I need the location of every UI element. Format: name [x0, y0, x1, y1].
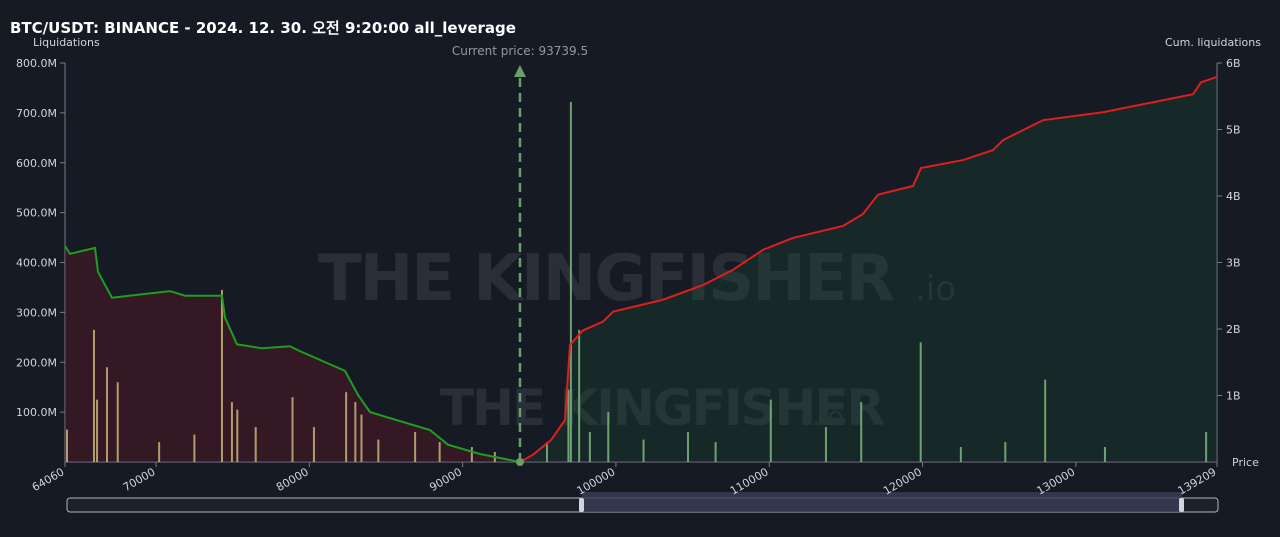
- bar: [1004, 442, 1007, 462]
- y-tick-label: 700.0M: [16, 107, 57, 120]
- bar: [860, 402, 863, 462]
- bar: [414, 432, 417, 462]
- current-price-label: Current price: 93739.5: [452, 44, 588, 58]
- bar: [578, 329, 581, 462]
- y2-tick-label: 2B: [1226, 323, 1241, 336]
- bar: [1205, 432, 1208, 462]
- bar: [686, 432, 689, 462]
- bar: [345, 392, 348, 462]
- y-tick-label: 500.0M: [16, 207, 57, 220]
- bar: [360, 414, 363, 462]
- bar: [158, 442, 161, 462]
- y2-tick-label: 4B: [1226, 190, 1241, 203]
- y2-tick-label: 3B: [1226, 257, 1241, 270]
- chart-title: BTC/USDT: BINANCE - 2024. 12. 30. 오전 9:2…: [10, 19, 516, 37]
- bar: [354, 402, 357, 462]
- bar: [193, 434, 196, 462]
- bar: [588, 432, 591, 462]
- y-tick-label: 300.0M: [16, 306, 57, 319]
- bar: [470, 447, 473, 462]
- area: [65, 245, 520, 462]
- bar: [567, 389, 570, 462]
- bar: [545, 442, 548, 462]
- bar: [569, 101, 572, 462]
- bar: [291, 397, 294, 462]
- bar: [220, 289, 223, 462]
- bar: [959, 447, 962, 462]
- watermark-text-2: THE KINGFISHER: [440, 379, 885, 437]
- y-tick-label: 400.0M: [16, 257, 57, 270]
- cumulative-line: [64, 245, 521, 463]
- bar: [96, 399, 99, 462]
- bar: [919, 342, 922, 462]
- y-axis-label: Liquidations: [33, 36, 100, 49]
- bar: [116, 382, 119, 462]
- bar: [438, 442, 441, 462]
- y2-tick-label: 5B: [1226, 124, 1241, 137]
- cumulative-line: [519, 76, 1218, 463]
- bar: [1044, 379, 1047, 462]
- bar: [312, 427, 315, 462]
- bar: [769, 399, 772, 462]
- area: [519, 76, 1217, 462]
- y2-tick-label: 1B: [1226, 390, 1241, 403]
- x-axis-label: Price: [1232, 456, 1259, 469]
- bar: [642, 439, 645, 462]
- y-tick-label: 100.0M: [16, 406, 57, 419]
- bar: [65, 429, 68, 462]
- bar: [714, 442, 717, 462]
- watermark: THE KINGFISHER .io THE KINGFISHER .io: [318, 242, 956, 437]
- current-price-dot: [515, 458, 524, 466]
- y-tick-label: 800.0M: [16, 57, 57, 70]
- bar: [824, 427, 827, 462]
- bar: [106, 367, 109, 462]
- bar: [607, 412, 610, 462]
- bar: [236, 409, 239, 462]
- bar: [92, 329, 95, 462]
- scrollbar-thumb[interactable]: [582, 492, 1182, 512]
- watermark-suffix: .io: [915, 269, 956, 309]
- y-tick-label: 600.0M: [16, 157, 57, 170]
- watermark-suffix-2: .io: [812, 402, 843, 432]
- y-tick-label: 200.0M: [16, 356, 57, 369]
- bar: [377, 439, 380, 462]
- scroll-handle-left[interactable]: [579, 498, 584, 512]
- bar: [230, 402, 233, 462]
- bar: [1103, 447, 1106, 462]
- y2-axis-label: Cum. liquidations: [1165, 36, 1261, 49]
- bar: [254, 427, 257, 462]
- watermark-text: THE KINGFISHER: [318, 242, 894, 316]
- scroll-handle-right[interactable]: [1179, 498, 1184, 512]
- current-price-arrow: [513, 65, 526, 77]
- y2-tick-label: 6B: [1226, 57, 1241, 70]
